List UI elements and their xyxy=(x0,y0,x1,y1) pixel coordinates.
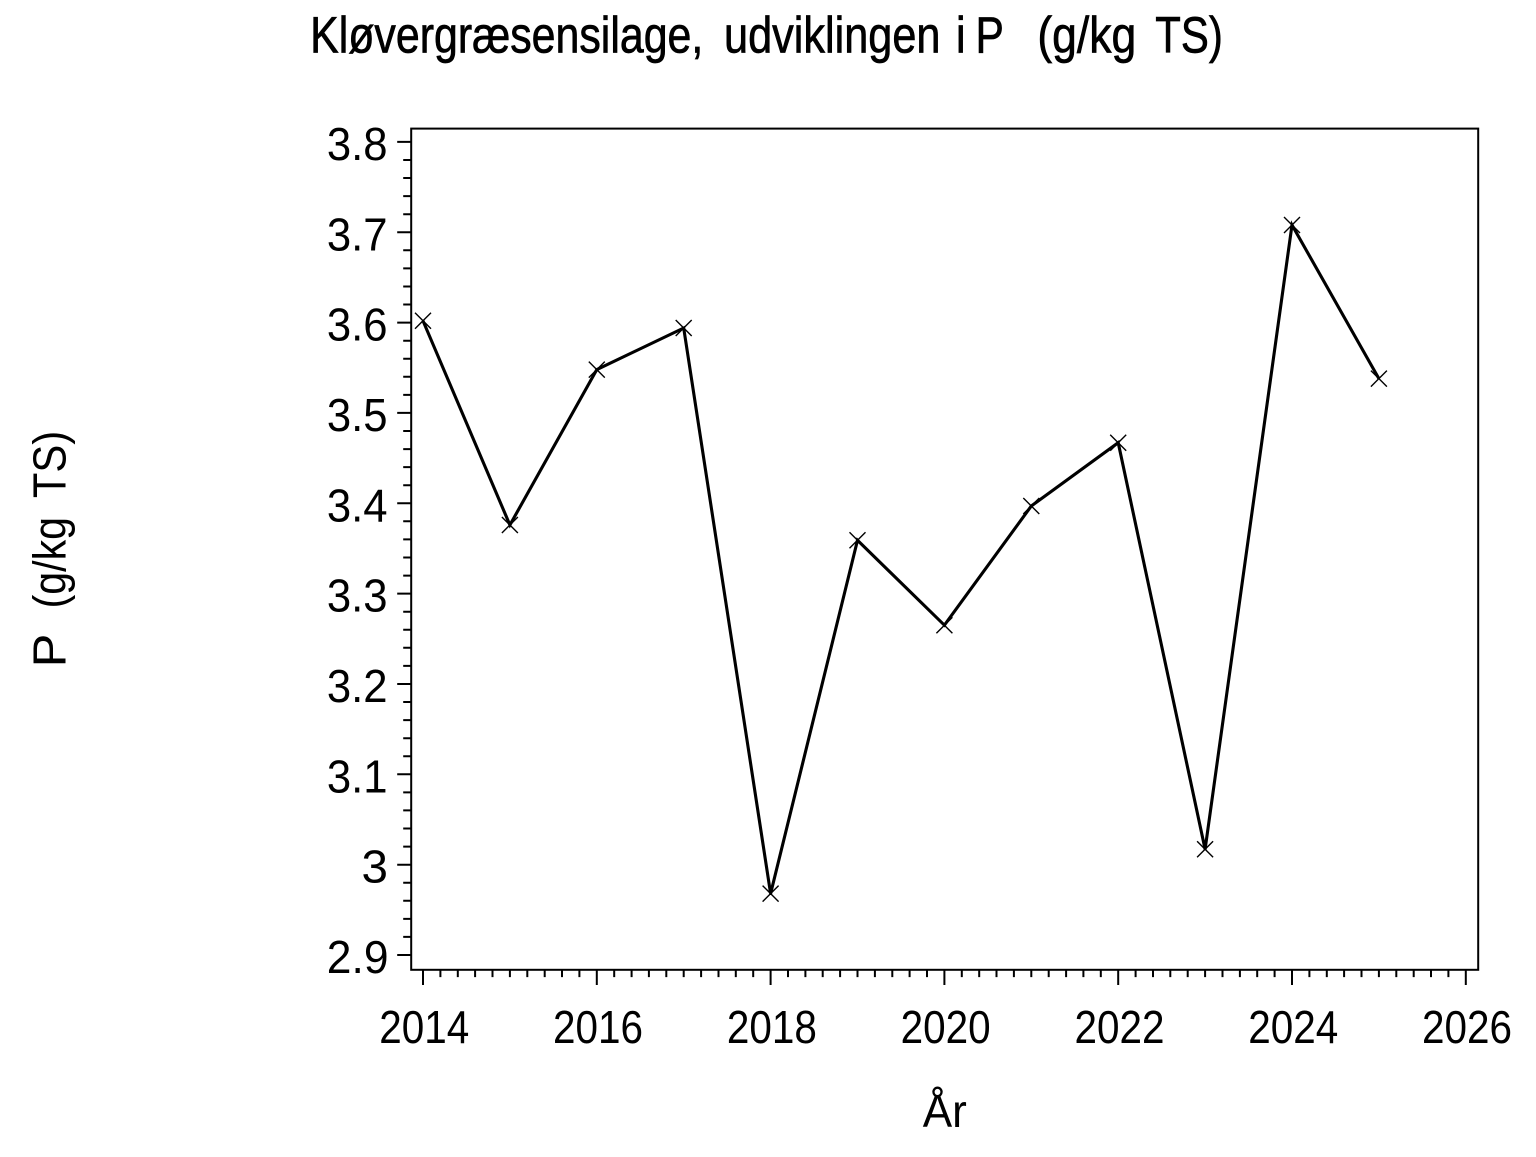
svg-text:3.7: 3.7 xyxy=(327,208,388,261)
svg-text:TS): TS) xyxy=(25,431,77,498)
svg-text:i: i xyxy=(956,6,966,63)
svg-text:3.8: 3.8 xyxy=(327,118,388,171)
svg-text:TS): TS) xyxy=(1155,7,1223,64)
svg-text:2014: 2014 xyxy=(379,1002,469,1053)
svg-text:P: P xyxy=(976,7,1004,63)
svg-text:(g/kg: (g/kg xyxy=(24,517,76,608)
svg-text:2018: 2018 xyxy=(727,1002,817,1053)
svg-text:P: P xyxy=(25,634,77,668)
svg-text:2016: 2016 xyxy=(553,1002,643,1053)
svg-text:2022: 2022 xyxy=(1074,1002,1164,1053)
svg-text:2026: 2026 xyxy=(1422,1002,1512,1053)
svg-text:3.1: 3.1 xyxy=(327,750,388,803)
svg-text:3.6: 3.6 xyxy=(327,298,388,351)
svg-text:År: År xyxy=(923,1085,967,1137)
svg-text:3.3: 3.3 xyxy=(327,569,388,622)
svg-text:udviklingen: udviklingen xyxy=(724,6,940,63)
svg-text:3.4: 3.4 xyxy=(327,479,388,532)
svg-text:Kløvergræsensilage,: Kløvergræsensilage, xyxy=(310,7,703,63)
svg-text:3.5: 3.5 xyxy=(327,389,388,442)
svg-text:(g/kg: (g/kg xyxy=(1037,8,1136,64)
svg-text:3: 3 xyxy=(361,840,387,892)
svg-text:2.9: 2.9 xyxy=(327,931,389,983)
svg-text:3.2: 3.2 xyxy=(327,660,388,713)
svg-text:2024: 2024 xyxy=(1248,1002,1338,1053)
svg-text:2020: 2020 xyxy=(901,1002,991,1053)
